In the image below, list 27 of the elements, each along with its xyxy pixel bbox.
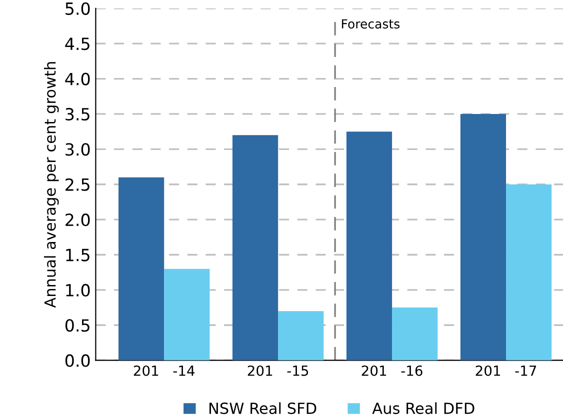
x-tick-label: 201 -14 <box>134 365 195 376</box>
y-tick-label: 1.5 <box>66 248 90 262</box>
y-tick-label: 3.0 <box>66 143 90 156</box>
bar <box>460 114 506 360</box>
y-tick-label: 3.5 <box>66 108 90 121</box>
bar <box>506 184 552 360</box>
y-axis-title: Annual average per cent growth <box>44 62 59 308</box>
bar <box>278 311 324 360</box>
bar <box>118 177 164 360</box>
x-tick-label: 201 -15 <box>248 365 308 376</box>
x-tick-label: 201 -17 <box>476 365 536 376</box>
bar <box>232 135 278 360</box>
bar <box>346 132 392 360</box>
bar <box>392 308 438 360</box>
y-tick-label: 1.0 <box>66 284 90 297</box>
y-tick-label: 4.0 <box>65 72 90 86</box>
x-tick-label: 201 -16 <box>362 365 422 376</box>
y-tick-label: 0.0 <box>65 354 90 367</box>
y-tick-label: 0.5 <box>65 319 90 332</box>
y-tick-label: 4.5 <box>65 38 90 50</box>
legend-label: Aus Real DFD <box>372 402 474 414</box>
y-tick-label: 2.5 <box>66 178 90 191</box>
legend-label: NSW Real SFD <box>209 402 316 414</box>
ref-line-label: Forecasts <box>342 19 400 29</box>
y-tick-label: 2.0 <box>66 214 90 226</box>
bar <box>164 268 210 360</box>
y-tick-label: 5.0 <box>66 2 90 15</box>
